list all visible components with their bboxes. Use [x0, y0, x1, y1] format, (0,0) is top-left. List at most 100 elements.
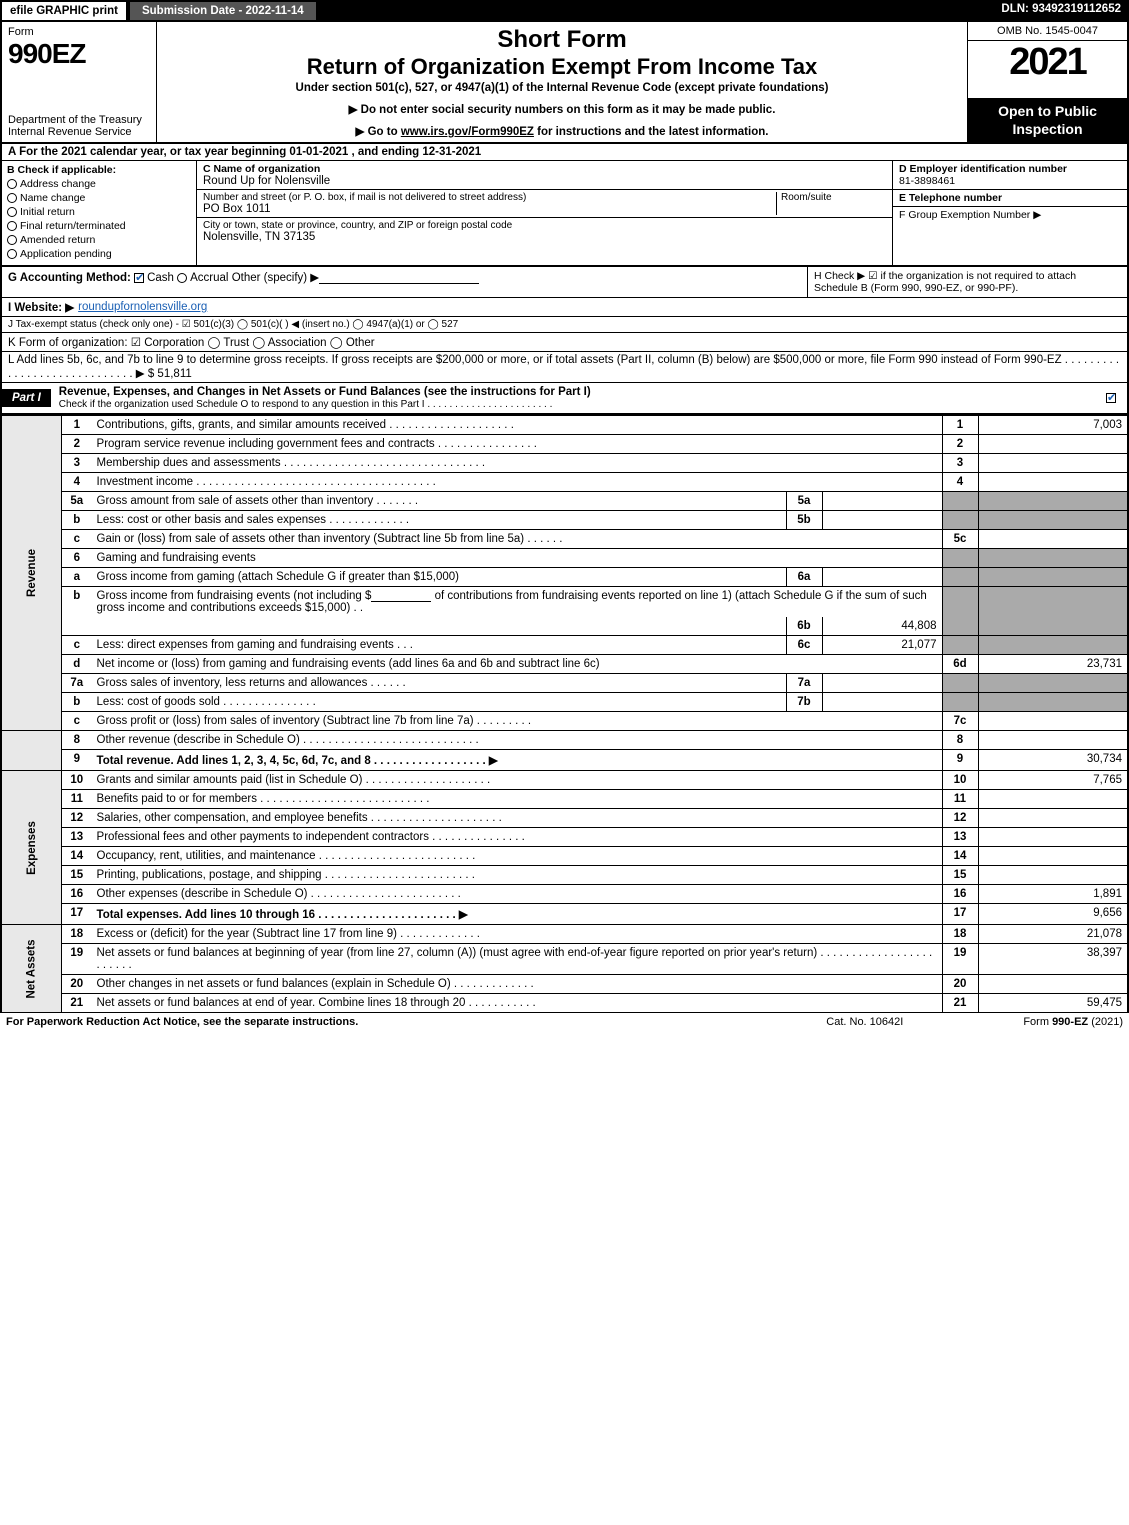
desc-17: Total expenses. Add lines 10 through 16 …	[92, 904, 942, 925]
val-1: 7,003	[978, 416, 1128, 435]
lines-table: Revenue 1Contributions, gifts, grants, a…	[0, 415, 1129, 1012]
chk-name-change[interactable]: Name change	[7, 192, 191, 204]
row-a-tax-year: A For the 2021 calendar year, or tax yea…	[0, 144, 1129, 160]
street-value: PO Box 1011	[203, 203, 776, 215]
part1-header: Part I Revenue, Expenses, and Changes in…	[0, 382, 1129, 415]
form-footer-id: Form 990-EZ (2021)	[1023, 1016, 1123, 1028]
ssn-note: ▶ Do not enter social security numbers o…	[349, 102, 776, 116]
chk-accrual[interactable]	[177, 273, 187, 283]
desc-5a: Gross amount from sale of assets other t…	[92, 492, 786, 511]
desc-1: Contributions, gifts, grants, and simila…	[92, 416, 942, 435]
6b-blank[interactable]	[371, 590, 431, 602]
chk-initial-return[interactable]: Initial return	[7, 206, 191, 218]
val-6c: 21,077	[822, 636, 942, 655]
city-label: City or town, state or province, country…	[203, 220, 886, 231]
omb-number: OMB No. 1545-0047	[968, 22, 1127, 41]
desc-21: Net assets or fund balances at end of ye…	[92, 994, 942, 1013]
expenses-side-label: Expenses	[1, 771, 62, 925]
return-title: Return of Organization Exempt From Incom…	[307, 54, 818, 80]
irs-link[interactable]: www.irs.gov/Form990EZ	[401, 126, 534, 138]
netassets-side-label: Net Assets	[1, 925, 62, 1013]
page-footer: For Paperwork Reduction Act Notice, see …	[0, 1012, 1129, 1031]
desc-6d: Net income or (loss) from gaming and fun…	[92, 655, 942, 674]
paperwork-notice: For Paperwork Reduction Act Notice, see …	[6, 1016, 358, 1028]
ein-value: 81-3898461	[899, 175, 1121, 187]
val-9: 30,734	[978, 750, 1128, 771]
g-label: G Accounting Method:	[8, 272, 131, 284]
desc-15: Printing, publications, postage, and shi…	[92, 866, 942, 885]
desc-13: Professional fees and other payments to …	[92, 828, 942, 847]
desc-11: Benefits paid to or for members . . . . …	[92, 790, 942, 809]
row-l-gross-receipts: L Add lines 5b, 6c, and 7b to line 9 to …	[0, 351, 1129, 382]
val-21: 59,475	[978, 994, 1128, 1013]
desc-4: Investment income . . . . . . . . . . . …	[92, 473, 942, 492]
desc-7b: Less: cost of goods sold . . . . . . . .…	[92, 693, 786, 712]
submission-date: Submission Date - 2022-11-14	[128, 0, 318, 22]
col-d-identifiers: D Employer identification number 81-3898…	[892, 161, 1127, 265]
desc-18: Excess or (deficit) for the year (Subtra…	[92, 925, 942, 944]
dln-label: DLN: 93492319112652	[993, 0, 1129, 22]
chk-amended-return[interactable]: Amended return	[7, 234, 191, 246]
tel-label: E Telephone number	[899, 192, 1121, 204]
city-value: Nolensville, TN 37135	[203, 231, 886, 243]
room-label: Room/suite	[781, 192, 886, 203]
val-16: 1,891	[978, 885, 1128, 904]
desc-19: Net assets or fund balances at beginning…	[92, 944, 942, 975]
form-number: 990EZ	[8, 38, 150, 70]
col-b-title: B Check if applicable:	[7, 164, 191, 176]
col-b-checkboxes: B Check if applicable: Address change Na…	[2, 161, 197, 265]
other-specify-line[interactable]	[319, 272, 479, 284]
org-info-block: B Check if applicable: Address change Na…	[0, 160, 1129, 266]
desc-5c: Gain or (loss) from sale of assets other…	[92, 530, 942, 549]
desc-6a: Gross income from gaming (attach Schedul…	[92, 568, 786, 587]
desc-14: Occupancy, rent, utilities, and maintena…	[92, 847, 942, 866]
val-6d: 23,731	[978, 655, 1128, 674]
val-18: 21,078	[978, 925, 1128, 944]
desc-8: Other revenue (describe in Schedule O) .…	[92, 731, 942, 750]
val-6b: 44,808	[822, 617, 942, 636]
desc-5b: Less: cost or other basis and sales expe…	[92, 511, 786, 530]
goto-pre: ▶ Go to	[356, 126, 401, 138]
row-h-schedule-b: H Check ▶ ☑ if the organization is not r…	[807, 267, 1127, 297]
chk-address-change[interactable]: Address change	[7, 178, 191, 190]
accounting-method: G Accounting Method: Cash Accrual Other …	[2, 267, 807, 297]
part1-title: Revenue, Expenses, and Changes in Net As…	[51, 383, 1098, 413]
desc-3: Membership dues and assessments . . . . …	[92, 454, 942, 473]
desc-6: Gaming and fundraising events	[92, 549, 942, 568]
street-label: Number and street (or P. O. box, if mail…	[203, 192, 776, 203]
revenue-side-label: Revenue	[1, 416, 62, 731]
open-public-badge: Open to Public Inspection	[968, 98, 1127, 142]
goto-post: for instructions and the latest informat…	[534, 126, 769, 138]
desc-7a: Gross sales of inventory, less returns a…	[92, 674, 786, 693]
part1-tab: Part I	[2, 389, 51, 407]
website-label: I Website: ▶	[8, 300, 74, 314]
chk-application-pending[interactable]: Application pending	[7, 248, 191, 260]
desc-7c: Gross profit or (loss) from sales of inv…	[92, 712, 942, 731]
desc-6b: Gross income from fundraising events (no…	[92, 587, 942, 618]
short-form-title: Short Form	[497, 26, 626, 54]
col-c-org-details: C Name of organization Round Up for Nole…	[197, 161, 892, 265]
desc-20: Other changes in net assets or fund bala…	[92, 975, 942, 994]
group-exemption-label: F Group Exemption Number ▶	[899, 209, 1121, 221]
efile-print-label[interactable]: efile GRAPHIC print	[0, 0, 128, 22]
val-10: 7,765	[978, 771, 1128, 790]
chk-final-return[interactable]: Final return/terminated	[7, 220, 191, 232]
chk-cash[interactable]	[134, 273, 144, 283]
website-link[interactable]: roundupfornolensville.org	[78, 301, 207, 313]
row-a-text: A For the 2021 calendar year, or tax yea…	[8, 146, 481, 158]
val-19: 38,397	[978, 944, 1128, 975]
desc-6c: Less: direct expenses from gaming and fu…	[92, 636, 786, 655]
row-j-tax-exempt: J Tax-exempt status (check only one) - ☑…	[0, 316, 1129, 332]
row-i-website: I Website: ▶ roundupfornolensville.org	[0, 297, 1129, 316]
cat-no: Cat. No. 10642I	[826, 1016, 903, 1028]
desc-9: Total revenue. Add lines 1, 2, 3, 4, 5c,…	[92, 750, 942, 771]
form-header: Form 990EZ Department of the Treasury In…	[0, 22, 1129, 144]
tax-year: 2021	[968, 41, 1127, 98]
org-name: Round Up for Nolensville	[203, 175, 886, 187]
part1-schedule-o-chk[interactable]	[1106, 393, 1116, 403]
form-word: Form	[8, 26, 150, 38]
goto-note: ▶ Go to www.irs.gov/Form990EZ for instru…	[356, 124, 769, 138]
rnum-1: 1	[942, 416, 978, 435]
org-name-label: C Name of organization	[203, 163, 886, 175]
desc-16: Other expenses (describe in Schedule O) …	[92, 885, 942, 904]
